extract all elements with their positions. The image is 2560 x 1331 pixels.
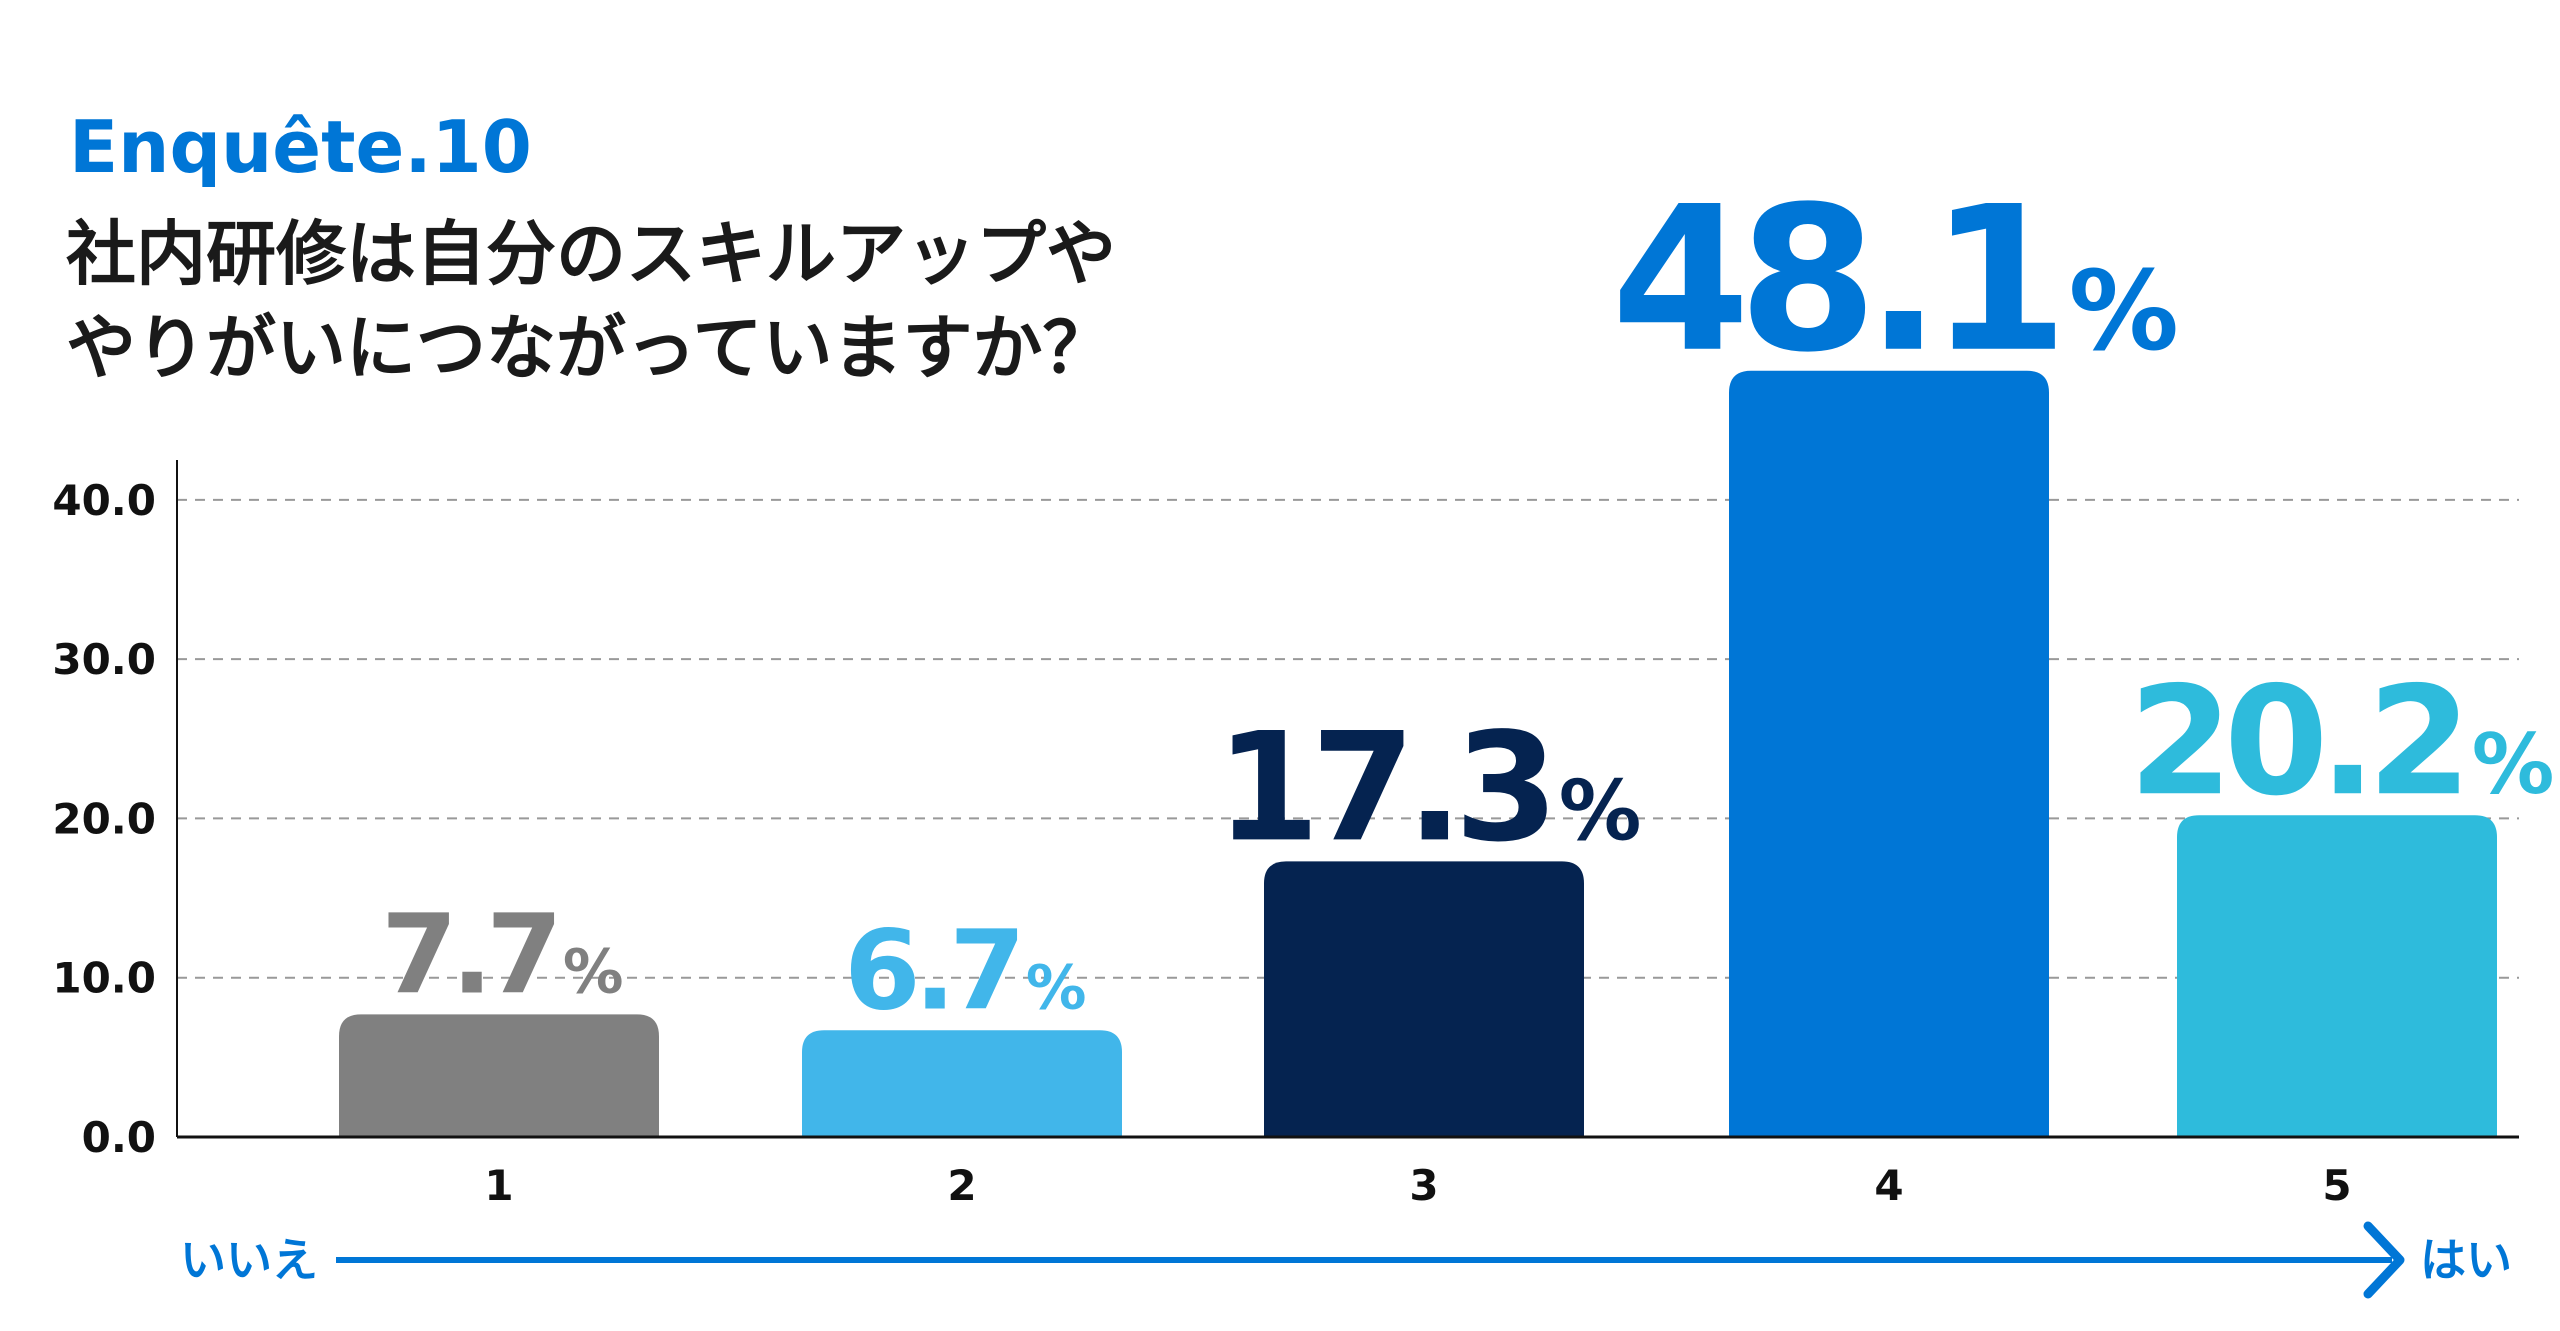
y-tick-label: 20.0 [52, 794, 156, 843]
chart-title: やりがいにつながっていますか？ [66, 307, 1113, 389]
y-tick-label: 30.0 [52, 635, 156, 684]
bar [1264, 861, 1584, 1137]
bar [1729, 370, 2049, 1137]
x-tick-label: 2 [947, 1161, 976, 1210]
value-label: 17.3% [1216, 701, 1640, 875]
bar [802, 1030, 1122, 1137]
value-label: 48.1% [1611, 164, 2175, 397]
value-label: 20.2% [2129, 655, 2553, 829]
bar [2177, 815, 2497, 1137]
x-tick-label: 4 [1874, 1161, 1903, 1210]
x-tick-label: 1 [484, 1161, 513, 1210]
x-axis-end-label: はい [2420, 1233, 2512, 1287]
bar [339, 1014, 659, 1137]
x-tick-label: 5 [2322, 1161, 2351, 1210]
y-tick-label: 10.0 [52, 954, 156, 1003]
value-label: 6.7% [844, 906, 1085, 1034]
arrow-head [2363, 1221, 2405, 1299]
chart-title: 社内研修は自分のスキルアップや [66, 213, 1116, 295]
chart-subtitle: Enquête.10 [69, 105, 532, 189]
x-tick-label: 3 [1409, 1161, 1438, 1210]
x-axis-start-label: いいえ [180, 1233, 318, 1287]
value-label: 7.7% [381, 890, 622, 1018]
y-tick-label: 40.0 [52, 476, 156, 525]
y-tick-label: 0.0 [82, 1113, 156, 1162]
